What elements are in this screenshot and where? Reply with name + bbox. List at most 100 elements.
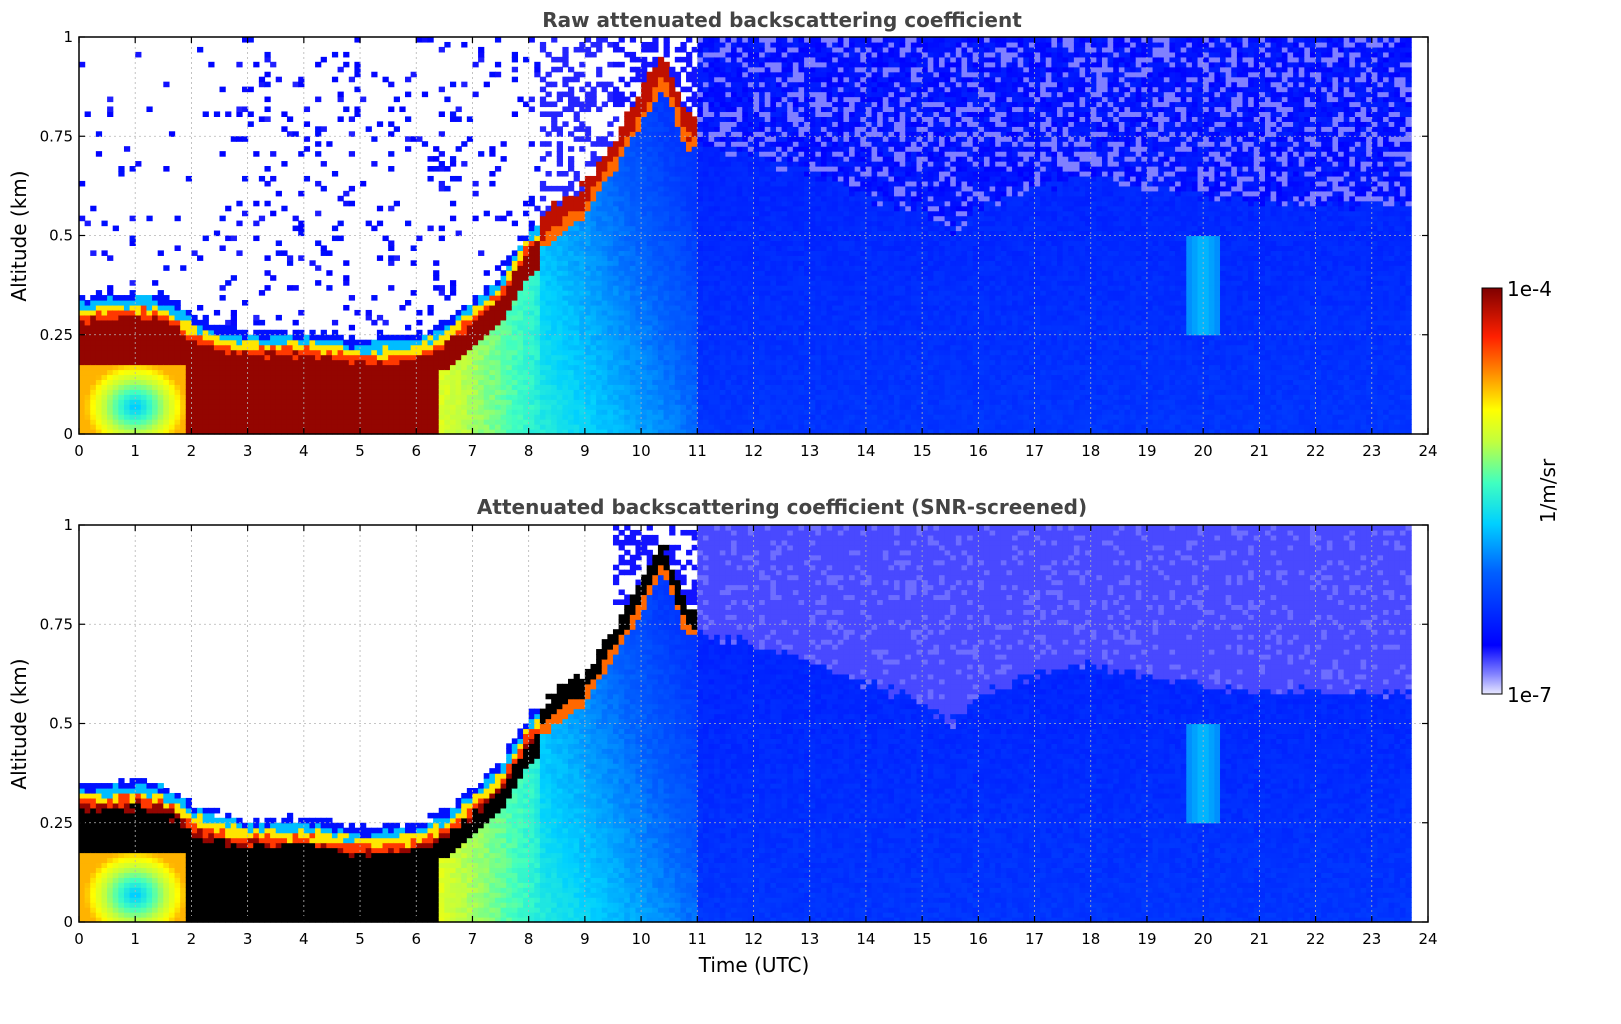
heatmap-cell — [601, 141, 608, 147]
heatmap-cell — [303, 339, 311, 346]
heatmap-cell — [472, 359, 479, 366]
heatmap-cell — [494, 379, 502, 385]
heatmap-cell — [382, 394, 389, 400]
heatmap-cell — [168, 309, 176, 316]
heatmap-cell — [489, 180, 496, 187]
heatmap-cell — [455, 324, 462, 331]
heatmap-cell — [95, 151, 103, 157]
heatmap-cell — [303, 424, 311, 430]
heatmap-cell — [680, 275, 687, 281]
heatmap-cell — [545, 51, 552, 58]
heatmap-cell — [568, 354, 575, 361]
heatmap-cell — [596, 409, 603, 415]
heatmap-cell — [618, 300, 625, 306]
heatmap-cell — [213, 329, 221, 336]
heatmap-cell — [719, 409, 726, 415]
heatmap-cell — [135, 374, 142, 381]
heatmap-cell — [556, 141, 563, 147]
heatmap-cell — [618, 414, 625, 420]
heatmap-cell — [213, 409, 221, 415]
heatmap-cell — [523, 314, 530, 321]
heatmap-cell — [635, 235, 642, 242]
heatmap-cell — [708, 46, 715, 53]
heatmap-cell — [624, 339, 631, 346]
heatmap-cell — [174, 374, 181, 381]
heatmap-cell — [579, 379, 586, 385]
heatmap-cell — [281, 374, 288, 381]
heatmap-cell — [629, 389, 637, 395]
heatmap-cell — [607, 180, 614, 187]
heatmap-cell — [691, 349, 698, 356]
heatmap-cell — [101, 354, 108, 361]
heatmap-cell — [258, 394, 266, 400]
heatmap-cell — [405, 76, 412, 83]
raw-backscatter-panel: Raw attenuated backscattering coefficien… — [7, 8, 1438, 460]
heatmap-cell — [618, 314, 625, 321]
heatmap-cell — [697, 131, 704, 137]
heatmap-cell — [607, 235, 614, 242]
heatmap-cell — [180, 354, 187, 361]
heatmap-cell — [708, 37, 715, 43]
heatmap-cell — [708, 161, 715, 167]
heatmap-cell — [455, 146, 462, 152]
heatmap-cell — [472, 91, 479, 98]
heatmap-cell — [320, 369, 327, 376]
heatmap-cell — [618, 235, 625, 242]
heatmap-cell — [298, 309, 305, 316]
heatmap-cell — [590, 91, 597, 98]
heatmap-cell — [197, 424, 204, 430]
heatmap-cell — [247, 339, 254, 346]
heatmap-cell — [494, 334, 502, 341]
heatmap-cell — [225, 414, 232, 420]
heatmap-cell — [641, 86, 648, 93]
heatmap-cell — [708, 71, 715, 78]
heatmap-cell — [152, 389, 159, 395]
heatmap-cell — [663, 309, 670, 316]
heatmap-cell — [270, 374, 277, 381]
heatmap-cell — [731, 314, 738, 321]
heatmap-cell — [320, 245, 327, 251]
heatmap-cell — [697, 409, 704, 415]
heatmap-cell — [612, 334, 620, 341]
heatmap-cell — [146, 399, 153, 405]
heatmap-cell — [719, 141, 726, 147]
heatmap-cell — [517, 339, 524, 346]
heatmap-cell — [663, 364, 670, 371]
heatmap-cell — [528, 240, 535, 247]
heatmap-cell — [281, 339, 288, 346]
heatmap-cell — [258, 399, 266, 405]
heatmap-cell — [112, 374, 119, 381]
heatmap-cell — [421, 369, 429, 376]
heatmap-cell — [635, 230, 642, 237]
heatmap-cell — [731, 46, 738, 53]
heatmap-cell — [438, 324, 445, 331]
heatmap-cell — [449, 379, 457, 385]
heatmap-cell — [702, 131, 710, 137]
heatmap-cell — [573, 170, 580, 177]
heatmap-cell — [646, 76, 653, 83]
heatmap-cell — [601, 369, 608, 376]
heatmap-cell — [725, 66, 732, 73]
heatmap-cell — [652, 265, 659, 271]
heatmap-cell — [416, 344, 423, 351]
heatmap-cell — [511, 419, 519, 425]
heatmap-cell — [663, 116, 670, 122]
heatmap-cell — [494, 166, 502, 172]
heatmap-cell — [466, 419, 474, 425]
heatmap-cell — [517, 344, 524, 351]
heatmap-cell — [736, 260, 743, 266]
heatmap-cell — [185, 394, 193, 400]
heatmap-cell — [714, 156, 721, 162]
heatmap-cell — [635, 180, 642, 187]
heatmap-cell — [641, 101, 648, 108]
heatmap-cell — [646, 265, 653, 271]
heatmap-cell — [607, 295, 614, 301]
heatmap-cell — [556, 334, 563, 341]
heatmap-cell — [371, 136, 378, 142]
heatmap-cell — [719, 71, 726, 78]
heatmap-cell — [180, 314, 187, 321]
heatmap-cell — [95, 424, 103, 430]
heatmap-cell — [185, 414, 193, 420]
heatmap-cell — [247, 86, 254, 93]
